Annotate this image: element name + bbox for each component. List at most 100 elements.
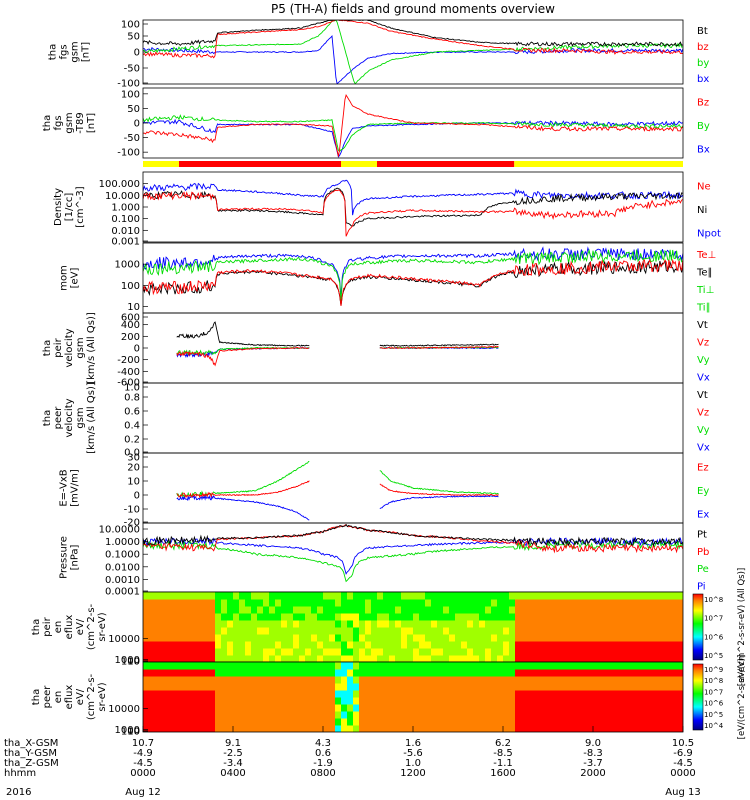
spectrogram-cell (671, 718, 678, 726)
spectrogram-cell (551, 725, 558, 732)
spectrogram-cell (353, 627, 360, 635)
spectrogram-cell (179, 648, 186, 656)
spectrogram-cell (221, 592, 228, 600)
spectrogram-cell (389, 606, 396, 614)
x-axis-value: 6.2 (495, 738, 511, 749)
spectrogram-cell (677, 704, 683, 712)
spectrogram-cell (455, 676, 462, 684)
spectrogram-cell (371, 599, 378, 607)
spectrogram-cell (575, 725, 582, 732)
y-axis-label: eflux (64, 615, 75, 640)
spectrogram-cell (497, 620, 504, 628)
spectrogram-cell (263, 599, 270, 607)
spectrogram-cell (155, 613, 162, 621)
spectrogram-cell (395, 690, 402, 698)
spectrogram-cell (485, 662, 492, 670)
spectrogram-cell (239, 704, 246, 712)
spectrogram-cell (209, 662, 216, 670)
spectrogram-cell (641, 634, 648, 642)
spectrogram-cell (287, 627, 294, 635)
spectrogram-cell (317, 641, 324, 649)
spectrogram-cell (431, 725, 438, 732)
spectrogram-cell (665, 599, 672, 607)
spectrogram-cell (623, 641, 630, 649)
spectrogram-cell (407, 606, 414, 614)
spectrogram-cell (617, 697, 624, 705)
spectrogram-cell (461, 683, 468, 691)
spectrogram-cell (197, 606, 204, 614)
spectrogram-cell (263, 592, 270, 600)
y-tick-label: 10 (127, 477, 140, 488)
spectrogram-cell (395, 711, 402, 719)
spectrogram-cell (611, 711, 618, 719)
series-line-by (143, 20, 683, 84)
spectrogram-cell (461, 697, 468, 705)
spectrogram-cell (329, 683, 336, 691)
spectrogram-cell (455, 669, 462, 677)
spectrogram-cell (185, 662, 192, 670)
spectrogram-cell (185, 655, 192, 662)
spectrogram-cell (659, 648, 666, 656)
spectrogram-cell (599, 725, 606, 732)
legend-label: Pt (697, 530, 707, 541)
x-axis-value: 10.5 (672, 738, 694, 749)
spectrogram-cell (485, 676, 492, 684)
spectrogram-cell (455, 683, 462, 691)
spectrogram-cell (377, 627, 384, 635)
spectrogram-cell (203, 606, 210, 614)
spectrogram-cell (251, 620, 258, 628)
spectrogram-cell (479, 711, 486, 719)
spectrogram-cell (641, 697, 648, 705)
spectrogram-cell (569, 634, 576, 642)
spectrogram-cell (161, 648, 168, 656)
spectrogram-cell (383, 641, 390, 649)
spectrogram-cell (503, 613, 510, 621)
spectrogram-cell (605, 676, 612, 684)
spectrogram-cell (647, 669, 654, 677)
spectrogram-cell (653, 648, 660, 656)
spectrogram-cell (311, 725, 318, 732)
spectrogram-cell (437, 592, 444, 600)
colorbar-tick-label: 10^7 (704, 688, 723, 696)
spectrogram-cell (365, 634, 372, 642)
spectrogram-cell (623, 718, 630, 726)
spectrogram-cell (359, 725, 366, 732)
y-axis-label: mom (59, 265, 70, 291)
spectrogram-cell (275, 704, 282, 712)
x-axis-value: -4.5 (673, 758, 693, 769)
spectrogram-cell (503, 725, 510, 732)
spectrogram-cell (497, 683, 504, 691)
spectrogram-cell (617, 613, 624, 621)
spectrogram-cell (635, 676, 642, 684)
spectrogram-cell (335, 704, 342, 712)
spectrogram-cell (167, 606, 174, 614)
spectrogram-cell (545, 704, 552, 712)
spectrogram-cell (215, 683, 222, 691)
spectrogram-cell (623, 592, 630, 600)
legend-label: Vz (697, 407, 709, 418)
spectrogram-cell (623, 620, 630, 628)
spectrogram-cell (665, 655, 672, 662)
spectrogram-cell (407, 641, 414, 649)
spectrogram-cell (599, 718, 606, 726)
spectrogram-cell (329, 648, 336, 656)
spectrogram-cell (197, 655, 204, 662)
spectrogram-cell (257, 606, 264, 614)
spectrogram-cell (515, 704, 522, 712)
spectrogram-cell (251, 690, 258, 698)
spectrogram-cell (527, 662, 534, 670)
spectrogram-cell (179, 627, 186, 635)
spectrogram-cell (569, 697, 576, 705)
spectrogram-cell (509, 634, 516, 642)
spectrogram-cell (419, 718, 426, 726)
spectrogram-cell (491, 697, 498, 705)
spectrogram-cell (641, 655, 648, 662)
spectrogram-cell (143, 711, 150, 719)
spectrogram-cell (563, 718, 570, 726)
spectrogram-cell (197, 662, 204, 670)
spectrogram-cell (401, 711, 408, 719)
spectrogram-cell (515, 613, 522, 621)
spectrogram-cell (443, 655, 450, 662)
spectrogram-cell (659, 697, 666, 705)
